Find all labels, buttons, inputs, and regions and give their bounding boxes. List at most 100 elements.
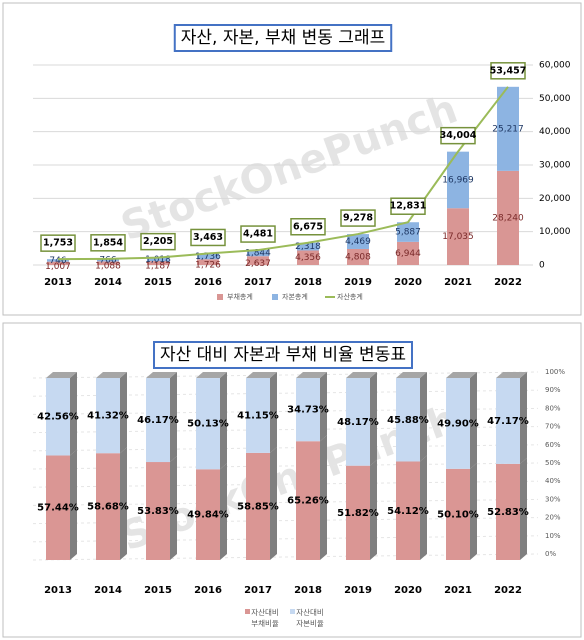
bar-segment xyxy=(247,256,269,265)
bar-segment xyxy=(396,378,420,462)
data-label: 28,240 xyxy=(492,213,524,223)
label-box xyxy=(390,197,426,215)
bar-segment xyxy=(196,469,220,560)
x-tick-label: 2017 xyxy=(244,277,272,288)
x-tick-label: 2021 xyxy=(444,585,472,596)
bar-segment xyxy=(446,378,470,469)
data-label: 6,944 xyxy=(395,249,421,259)
legend-swatch xyxy=(290,609,295,614)
y-tick-label: 40,000 xyxy=(539,127,571,137)
data-label: 2,318 xyxy=(295,242,321,252)
bar-top xyxy=(396,372,427,378)
legend-label: 자본총계 xyxy=(282,292,308,301)
bar-side xyxy=(520,372,527,464)
data-label: 41.32% xyxy=(87,411,129,422)
bar-segment xyxy=(47,261,69,265)
legend-label: 자산대비 부채비율 xyxy=(251,607,279,628)
data-label: 4,356 xyxy=(295,253,321,263)
bar-top xyxy=(246,372,277,378)
data-label: 1,736 xyxy=(195,252,221,262)
data-label: 1,844 xyxy=(245,249,271,259)
data-label: 1,753 xyxy=(43,238,73,249)
bar-side xyxy=(270,372,277,453)
bar-segment xyxy=(147,261,169,265)
label-box xyxy=(90,234,126,252)
data-label: 1,018 xyxy=(145,255,171,265)
x-tick-label: 2013 xyxy=(44,277,72,288)
data-label: 16,969 xyxy=(442,175,474,185)
bar-segment xyxy=(297,242,319,251)
bar-segment xyxy=(97,261,119,265)
data-label: 48.17% xyxy=(337,417,379,428)
bar-segment xyxy=(446,468,470,560)
bar-segment xyxy=(146,462,170,560)
bar-top xyxy=(296,372,327,379)
legend-swatch xyxy=(272,294,278,300)
bar-segment xyxy=(297,250,319,265)
bar-side xyxy=(370,372,377,466)
data-label: 4,469 xyxy=(345,237,371,247)
x-tick-label: 2022 xyxy=(494,277,522,288)
x-tick-label: 2019 xyxy=(344,277,372,288)
legend-swatch xyxy=(217,294,223,300)
legend-label: 자산총계 xyxy=(337,292,363,301)
y-tick-label: 0 xyxy=(539,261,545,271)
data-label: 1,726 xyxy=(195,261,221,271)
data-label: 53.83% xyxy=(137,506,179,517)
data-label: 34,004 xyxy=(440,130,477,141)
bar-side xyxy=(120,372,127,454)
y-tick-label: 100% xyxy=(545,368,565,376)
y-tick-label: 30% xyxy=(545,495,561,503)
bar-side xyxy=(320,435,327,560)
data-label: 1,088 xyxy=(95,262,121,272)
x-tick-label: 2014 xyxy=(94,277,122,288)
bar-segment xyxy=(296,378,320,442)
data-label: 57.44% xyxy=(37,503,79,514)
x-tick-label: 2015 xyxy=(144,585,172,596)
legend-swatch xyxy=(245,609,250,614)
bar-side xyxy=(420,372,427,462)
chart-title: 자산, 자본, 부채 변동 그래프 xyxy=(181,28,385,48)
y-tick-label: 60% xyxy=(545,441,561,449)
y-tick-label: 70% xyxy=(545,423,561,431)
asset-line xyxy=(57,86,509,261)
chart-title: 자산 대비 자본과 부채 비율 변동표 xyxy=(160,345,406,365)
data-label: 49.84% xyxy=(187,510,229,521)
data-label: 58.68% xyxy=(87,502,129,513)
bar-segment xyxy=(197,253,219,260)
bar-segment xyxy=(347,248,369,265)
data-label: 42.56% xyxy=(37,412,79,423)
bar-segment xyxy=(396,461,420,560)
bar-segment xyxy=(447,208,469,265)
data-label: 1,187 xyxy=(145,262,171,272)
bar-top xyxy=(196,372,227,379)
y-tick-label: 40% xyxy=(545,477,561,485)
bar-segment xyxy=(346,378,370,466)
label-box xyxy=(440,126,476,145)
bar-segment xyxy=(347,234,369,249)
data-label: 52.83% xyxy=(487,507,529,518)
bar-side xyxy=(420,455,427,560)
data-label: 25,217 xyxy=(492,124,524,134)
legend-label: 부채총계 xyxy=(227,292,253,301)
bar-segment xyxy=(497,86,519,171)
x-tick-label: 2014 xyxy=(94,585,122,596)
bar-segment xyxy=(147,257,169,262)
bar-top xyxy=(346,372,377,379)
bar-side xyxy=(120,447,127,560)
data-label: 2,205 xyxy=(143,236,173,247)
y-tick-label: 0% xyxy=(545,550,556,558)
data-label: 4,808 xyxy=(345,252,371,262)
label-box xyxy=(140,232,176,251)
y-tick-label: 60,000 xyxy=(539,61,571,71)
data-label: 45.88% xyxy=(387,415,429,426)
data-label: 65.26% xyxy=(287,496,329,507)
bar-side xyxy=(170,372,177,463)
label-box xyxy=(290,218,326,236)
x-tick-label: 2018 xyxy=(294,585,322,596)
bar-segment xyxy=(47,259,69,262)
data-label: 5,887 xyxy=(395,228,421,238)
bar-segment xyxy=(97,258,119,262)
x-tick-label: 2022 xyxy=(494,585,522,596)
